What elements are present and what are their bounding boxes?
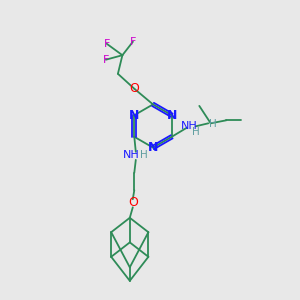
Text: F: F	[103, 39, 110, 49]
Text: O: O	[128, 196, 138, 209]
Text: NH: NH	[181, 121, 197, 131]
Text: H: H	[140, 150, 148, 161]
Text: H: H	[209, 118, 217, 129]
Text: N: N	[148, 141, 158, 154]
Text: NH: NH	[123, 150, 140, 161]
Text: N: N	[129, 109, 140, 122]
Text: O: O	[130, 82, 139, 95]
Text: F: F	[103, 55, 109, 65]
Text: H: H	[192, 127, 200, 137]
Text: F: F	[130, 37, 136, 47]
Text: N: N	[167, 109, 177, 122]
